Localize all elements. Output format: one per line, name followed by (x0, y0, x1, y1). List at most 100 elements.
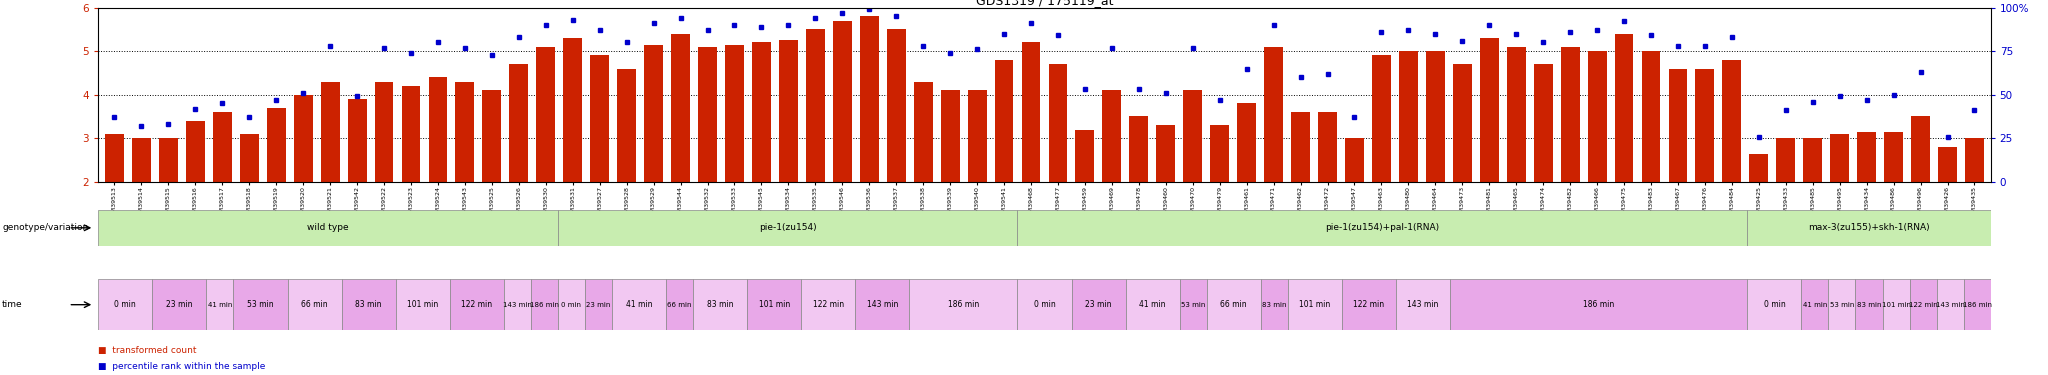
Bar (913, 82, 932, 182)
Bar (616, 69, 637, 182)
Bar (1534, 64, 1552, 182)
Bar (1937, 147, 1958, 182)
Bar (1964, 138, 1985, 182)
Bar (240, 134, 258, 182)
Text: 0 min: 0 min (1763, 300, 1786, 309)
Bar (1749, 153, 1767, 182)
Bar (698, 47, 717, 182)
Bar (1346, 138, 1364, 182)
Text: 83 min: 83 min (1858, 302, 1882, 307)
Text: 83 min: 83 min (1262, 302, 1286, 307)
Bar (1372, 56, 1391, 182)
Text: 83 min: 83 min (707, 300, 733, 309)
Bar (1397, 279, 1450, 330)
Bar (725, 45, 743, 182)
Bar (1341, 279, 1397, 330)
Bar (1071, 279, 1126, 330)
Bar (131, 138, 152, 182)
Bar (1206, 279, 1262, 330)
Bar (1157, 125, 1176, 182)
Title: GDS1319 / 175119_at: GDS1319 / 175119_at (975, 0, 1114, 8)
Text: max-3(zu155)+skh-1(RNA): max-3(zu155)+skh-1(RNA) (1808, 224, 1929, 232)
Bar (1747, 279, 1802, 330)
Bar (612, 279, 666, 330)
Bar (1290, 112, 1311, 182)
Bar (1425, 51, 1444, 182)
Bar (1696, 69, 1714, 182)
Bar (1210, 125, 1229, 182)
Text: pie-1(zu154)+pal-1(RNA): pie-1(zu154)+pal-1(RNA) (1325, 224, 1440, 232)
Bar (1669, 69, 1688, 182)
Text: 23 min: 23 min (166, 300, 193, 309)
Bar (160, 138, 178, 182)
Bar (692, 279, 748, 330)
Bar (1804, 138, 1823, 182)
Bar (1561, 47, 1579, 182)
Bar (287, 279, 342, 330)
Bar (1018, 279, 1071, 330)
Bar (266, 108, 285, 182)
Text: wild type: wild type (307, 224, 348, 232)
Text: 0 min: 0 min (561, 302, 582, 307)
Bar (590, 56, 608, 182)
Bar (1180, 279, 1206, 330)
Bar (1858, 132, 1876, 182)
Text: time: time (2, 300, 23, 309)
Text: 101 min: 101 min (1298, 300, 1331, 309)
Text: 53 min: 53 min (1829, 302, 1853, 307)
Bar (778, 40, 799, 182)
Bar (748, 279, 801, 330)
Bar (1128, 117, 1149, 182)
Text: 66 min: 66 min (1221, 300, 1247, 309)
Bar (1237, 104, 1255, 182)
Bar (645, 45, 664, 182)
Bar (967, 90, 987, 182)
Text: 143 min: 143 min (1407, 300, 1438, 309)
Text: 186 min: 186 min (1583, 300, 1614, 309)
Text: 66 min: 66 min (668, 302, 692, 307)
Bar (1262, 279, 1288, 330)
Text: 101 min: 101 min (408, 300, 438, 309)
Bar (1829, 279, 1855, 330)
Bar (233, 279, 287, 330)
Text: 122 min: 122 min (461, 300, 492, 309)
Text: 53 min: 53 min (1182, 302, 1206, 307)
Bar (1022, 42, 1040, 182)
Text: 41 min: 41 min (207, 302, 231, 307)
Bar (1018, 210, 1747, 246)
Bar (98, 210, 557, 246)
Text: 122 min: 122 min (1909, 302, 1937, 307)
Bar (1776, 138, 1796, 182)
Text: 143 min: 143 min (1935, 302, 1964, 307)
Bar (451, 279, 504, 330)
Bar (207, 279, 233, 330)
Bar (557, 210, 1018, 246)
Bar (666, 279, 692, 330)
Text: pie-1(zu154): pie-1(zu154) (760, 224, 817, 232)
Text: 83 min: 83 min (356, 300, 381, 309)
Bar (1747, 210, 1991, 246)
Bar (940, 90, 961, 182)
Bar (1642, 51, 1661, 182)
Bar (1587, 51, 1606, 182)
Bar (557, 279, 586, 330)
Bar (1102, 90, 1122, 182)
Bar (455, 82, 475, 182)
Bar (213, 112, 231, 182)
Bar (1882, 279, 1909, 330)
Bar (1722, 60, 1741, 182)
Bar (401, 86, 420, 182)
Bar (510, 64, 528, 182)
Text: 41 min: 41 min (1802, 302, 1827, 307)
Bar (530, 279, 557, 330)
Text: 186 min: 186 min (948, 300, 979, 309)
Text: 23 min: 23 min (586, 302, 610, 307)
Bar (1075, 130, 1094, 182)
Bar (104, 134, 125, 182)
Bar (322, 82, 340, 182)
Bar (152, 279, 207, 330)
Text: 101 min: 101 min (758, 300, 791, 309)
Text: ■  transformed count: ■ transformed count (98, 346, 197, 355)
Bar (834, 21, 852, 182)
Text: 66 min: 66 min (301, 300, 328, 309)
